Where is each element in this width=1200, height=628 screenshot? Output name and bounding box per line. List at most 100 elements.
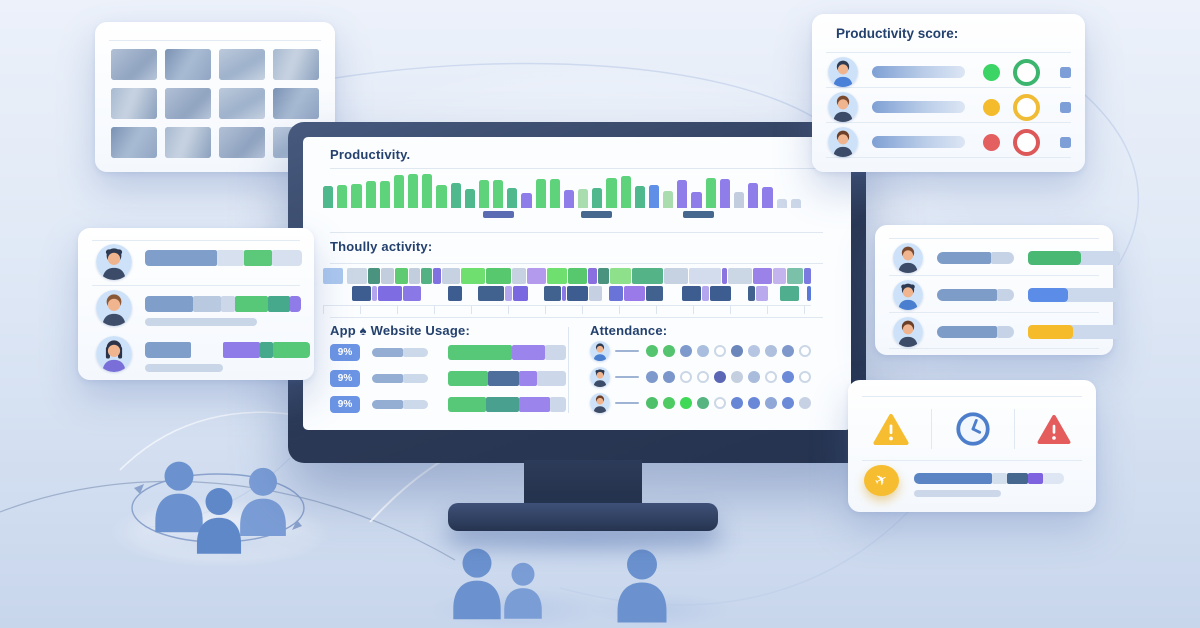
mini-segment <box>372 373 403 383</box>
productivity-bar <box>776 199 787 208</box>
activity-segment <box>682 286 702 301</box>
screenshot-thumbnail <box>165 88 211 119</box>
activity-segment <box>323 268 344 284</box>
productivity-bar <box>790 199 801 208</box>
score-progress-bar <box>872 101 965 113</box>
activity-segment <box>433 268 441 284</box>
team-activity-bar <box>145 296 301 312</box>
activity-segment <box>486 268 512 284</box>
person-silhouette <box>192 482 246 558</box>
score-square <box>1060 101 1071 113</box>
activity-segment <box>463 286 476 301</box>
usage-section-title: App ♠ Website Usage: <box>330 323 470 338</box>
team-bar-segment <box>235 296 268 312</box>
screenshot-thumbnail <box>165 49 211 80</box>
divider <box>826 157 1071 158</box>
attendance-dot <box>782 397 794 409</box>
productivity-bar <box>450 183 461 208</box>
activity-segment <box>722 268 727 284</box>
usage-stacked-bar <box>448 370 566 386</box>
score-row <box>828 127 1071 157</box>
status-bar-blue <box>937 289 1014 301</box>
attendance-dot <box>731 345 743 357</box>
attendance-dot <box>731 397 743 409</box>
productivity-bar <box>493 180 504 208</box>
productivity-bar <box>748 183 759 208</box>
activity-segment <box>505 286 512 301</box>
attendance-dot <box>680 345 692 357</box>
screenshot-thumbnail <box>273 88 319 119</box>
bar-marker <box>581 211 612 218</box>
person-silhouette <box>235 454 291 548</box>
productivity-bar <box>733 192 745 208</box>
attendance-row <box>590 393 816 413</box>
divider <box>862 396 1082 397</box>
activity-segment <box>512 268 526 284</box>
icon-divider <box>1014 409 1015 449</box>
attendance-dot <box>714 371 726 383</box>
person-silhouette <box>150 446 208 546</box>
attendance-dot <box>748 397 760 409</box>
activity-segment <box>368 268 380 284</box>
usage-segment <box>536 370 566 386</box>
divider <box>889 275 1099 276</box>
attendance-dot <box>697 345 709 357</box>
attendance-row <box>590 341 816 361</box>
avatar <box>893 317 923 347</box>
usage-row: 9% <box>330 395 566 413</box>
activity-segment <box>779 286 799 301</box>
activity-segment <box>344 268 346 284</box>
productivity-bar <box>592 188 603 208</box>
activity-segment <box>378 286 403 301</box>
attendance-dot <box>680 371 692 383</box>
score-row <box>828 92 1071 122</box>
alert-progress-bar <box>914 473 1064 484</box>
divider <box>826 122 1071 123</box>
activity-segment <box>773 268 786 284</box>
screenshot-thumbnail <box>219 127 265 158</box>
attendance-dot <box>799 345 811 357</box>
productivity-bar <box>677 180 688 208</box>
usage-segment <box>448 344 512 360</box>
attendance-dot <box>714 345 726 357</box>
activity-segment <box>753 268 773 284</box>
clock-icon <box>954 410 992 448</box>
activity-segment <box>769 286 779 301</box>
activity-segment <box>351 286 371 301</box>
activity-segment <box>403 286 422 301</box>
mini-segment <box>402 347 428 357</box>
activity-segment <box>645 286 663 301</box>
productivity-bar <box>578 189 589 208</box>
activity-segment <box>477 286 505 301</box>
divider <box>330 232 823 233</box>
attendance-dot <box>663 397 675 409</box>
attendance-dot <box>765 397 777 409</box>
productivity-bar <box>762 187 773 208</box>
usage-segment <box>544 344 566 360</box>
productivity-bar <box>323 186 334 208</box>
usage-segment <box>488 370 519 386</box>
bar-segment <box>997 289 1014 301</box>
productivity-bar <box>634 186 645 208</box>
activity-segment <box>755 286 768 301</box>
monitor-stand-base <box>448 503 718 531</box>
alert-bar-segment <box>992 473 1007 484</box>
avatar <box>590 393 610 413</box>
activity-segment <box>800 286 807 301</box>
team-bar-segment <box>145 342 191 358</box>
attendance-dot <box>748 345 760 357</box>
activity-segment <box>709 286 731 301</box>
screenshot-thumbnail <box>219 49 265 80</box>
team-activity-bar <box>145 342 310 358</box>
productivity-bar <box>436 185 447 208</box>
activity-segment <box>461 268 486 284</box>
productivity-bar <box>351 184 362 208</box>
team-bar-segment <box>217 250 244 266</box>
alert-bar-segment <box>1043 473 1064 484</box>
activity-segment <box>448 286 463 301</box>
usage-stacked-bar <box>448 344 566 360</box>
attendance-dash <box>615 402 639 404</box>
bar-marker <box>483 211 514 218</box>
score-progress-bar <box>872 136 965 148</box>
divider <box>92 240 300 241</box>
